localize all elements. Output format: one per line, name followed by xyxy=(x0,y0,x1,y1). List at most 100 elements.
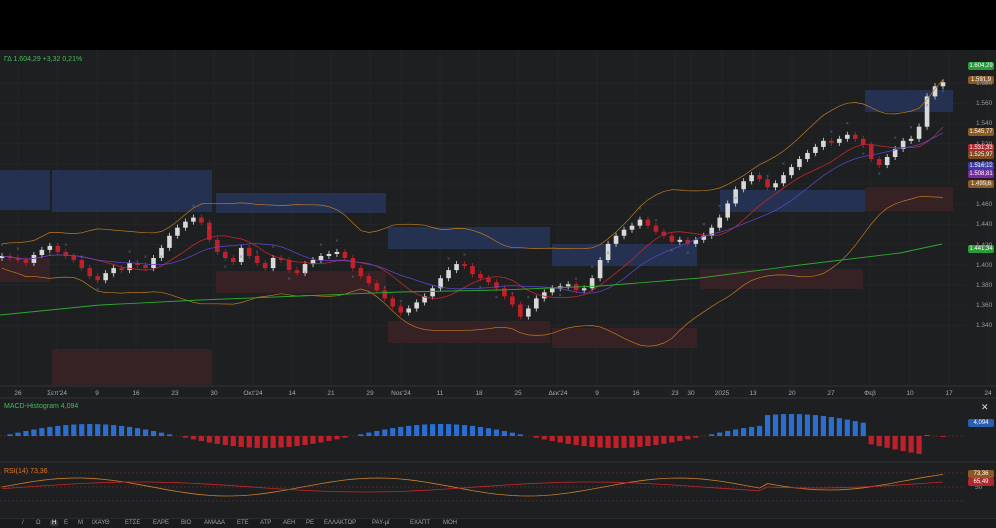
macd-bar xyxy=(445,424,452,436)
macd-bar xyxy=(254,436,260,448)
ma-fast-line xyxy=(1,126,944,299)
macd-bar xyxy=(438,424,444,436)
rsi-signal-line xyxy=(1,481,944,493)
candle-body xyxy=(422,296,427,303)
macd-bar xyxy=(103,424,109,436)
macd-bar xyxy=(645,436,651,447)
toolbar-item[interactable]: / xyxy=(22,520,24,526)
macd-bar xyxy=(669,436,675,443)
candle-body xyxy=(326,253,332,256)
toolbar-item[interactable]: Η xyxy=(50,520,59,526)
candle-body xyxy=(597,260,603,279)
candle-body xyxy=(334,251,340,254)
price-tag: 1.508,81 xyxy=(968,170,994,178)
psar-dot: × xyxy=(543,298,546,303)
candle-body xyxy=(829,140,834,143)
macd-bar xyxy=(126,426,133,436)
toolbar-item[interactable]: ΕΧΑΠΤ xyxy=(410,520,431,526)
psar-dot: × xyxy=(782,161,785,166)
candle-body xyxy=(845,134,850,139)
candle-body xyxy=(613,235,619,244)
candle-body xyxy=(222,251,228,258)
y-axis-label: 1.340 xyxy=(976,322,993,330)
candle-body xyxy=(661,231,667,236)
candle-body xyxy=(757,175,762,180)
zone xyxy=(720,190,865,212)
macd-bar xyxy=(15,432,21,436)
candle-body xyxy=(175,227,180,236)
candle-body xyxy=(510,296,515,305)
macd-bar xyxy=(230,436,236,447)
macd-bar xyxy=(836,418,842,436)
psar-dot: × xyxy=(367,289,370,294)
toolbar-item[interactable]: ΕΛΛΑΚΤΩΡ xyxy=(324,520,357,526)
ticker-price: 1.604,29 xyxy=(13,56,41,63)
toolbar-item[interactable]: Μ xyxy=(78,520,83,526)
toolbar-item[interactable]: ΒΙΟ xyxy=(181,520,192,526)
close-icon[interactable]: ✕ xyxy=(981,402,989,412)
chart-canvas[interactable]: × × × × × × × × × × × × × × × × × × × × × × × × × × × × × × × × × × × × × × × ×… xyxy=(0,50,996,528)
x-axis-label: 9 xyxy=(95,390,99,397)
macd-bar xyxy=(677,436,683,441)
macd-bar xyxy=(780,414,787,436)
candle-body xyxy=(39,249,45,255)
candle-body xyxy=(183,221,188,228)
macd-bar xyxy=(31,429,37,436)
sma-long-line xyxy=(0,243,943,316)
candle-body xyxy=(374,283,380,291)
candle-body xyxy=(701,235,707,240)
candle-body xyxy=(629,225,635,230)
candle-body xyxy=(502,288,507,297)
macd-bar xyxy=(725,430,731,436)
x-axis-label: 20 xyxy=(788,390,796,397)
price-tag: 65,49 xyxy=(968,478,994,486)
toolbar-item[interactable]: ΕΛΡΕ xyxy=(153,520,170,526)
macd-bar xyxy=(222,436,228,446)
macd-bar xyxy=(63,425,69,436)
psar-dot: × xyxy=(479,284,482,289)
candle-body xyxy=(741,181,746,190)
price-chart-area[interactable]: × × × × × × × × × × × × × × × × × × × × × × × × × × × × × × × × × × × × × × × ×… xyxy=(0,50,996,528)
candle-body xyxy=(454,264,459,271)
toolbar-item[interactable]: Ω xyxy=(36,520,41,526)
macd-bar xyxy=(884,436,890,448)
macd-bar xyxy=(55,425,61,436)
toolbar-item[interactable]: Ε xyxy=(64,520,69,526)
toolbar-item[interactable]: ΑΕΗ xyxy=(283,520,296,526)
toolbar-item[interactable]: ΙΧΑΥΘ xyxy=(92,520,110,526)
ma-mid-line xyxy=(1,132,944,294)
macd-bar xyxy=(876,436,882,447)
psar-dot: × xyxy=(862,151,865,156)
candle-body xyxy=(270,258,276,269)
toolbar-item[interactable]: ΡΕ xyxy=(306,520,315,526)
candle-body xyxy=(446,270,451,279)
toolbar-item[interactable]: ΑΜΑΔΑ xyxy=(204,520,226,526)
x-axis-label: 17 xyxy=(945,390,953,397)
psar-dot: × xyxy=(750,181,753,186)
candle-body xyxy=(63,251,69,256)
candle-body xyxy=(127,263,132,271)
toolbar-item[interactable]: ΑΤΡ xyxy=(260,520,272,526)
macd-bar xyxy=(685,436,691,440)
candle-body xyxy=(621,229,627,236)
macd-bar xyxy=(119,425,125,436)
candle-body xyxy=(462,264,467,267)
macd-bar xyxy=(23,431,29,436)
x-axis-label: 30 xyxy=(687,390,695,397)
candle-body xyxy=(645,219,651,226)
toolbar-item[interactable]: ΕΤΣΕ xyxy=(125,520,141,526)
macd-bar xyxy=(581,436,587,447)
toolbar-item[interactable]: ΜΟΗ xyxy=(443,520,457,526)
psar-dot: × xyxy=(256,249,259,254)
macd-bar xyxy=(493,429,500,436)
macd-bar xyxy=(326,436,332,441)
psar-dot: × xyxy=(208,226,211,231)
macd-bar xyxy=(469,425,476,436)
toolbar-item[interactable]: ΕΤΕ xyxy=(237,520,249,526)
candle-body xyxy=(789,167,794,176)
macd-bar xyxy=(71,424,77,436)
toolbar-item[interactable]: ΡΑΥ-μί xyxy=(372,520,390,526)
psar-dot: × xyxy=(415,309,418,314)
candle-body xyxy=(207,222,212,240)
rsi-label-text: RSI(14) xyxy=(4,468,29,475)
